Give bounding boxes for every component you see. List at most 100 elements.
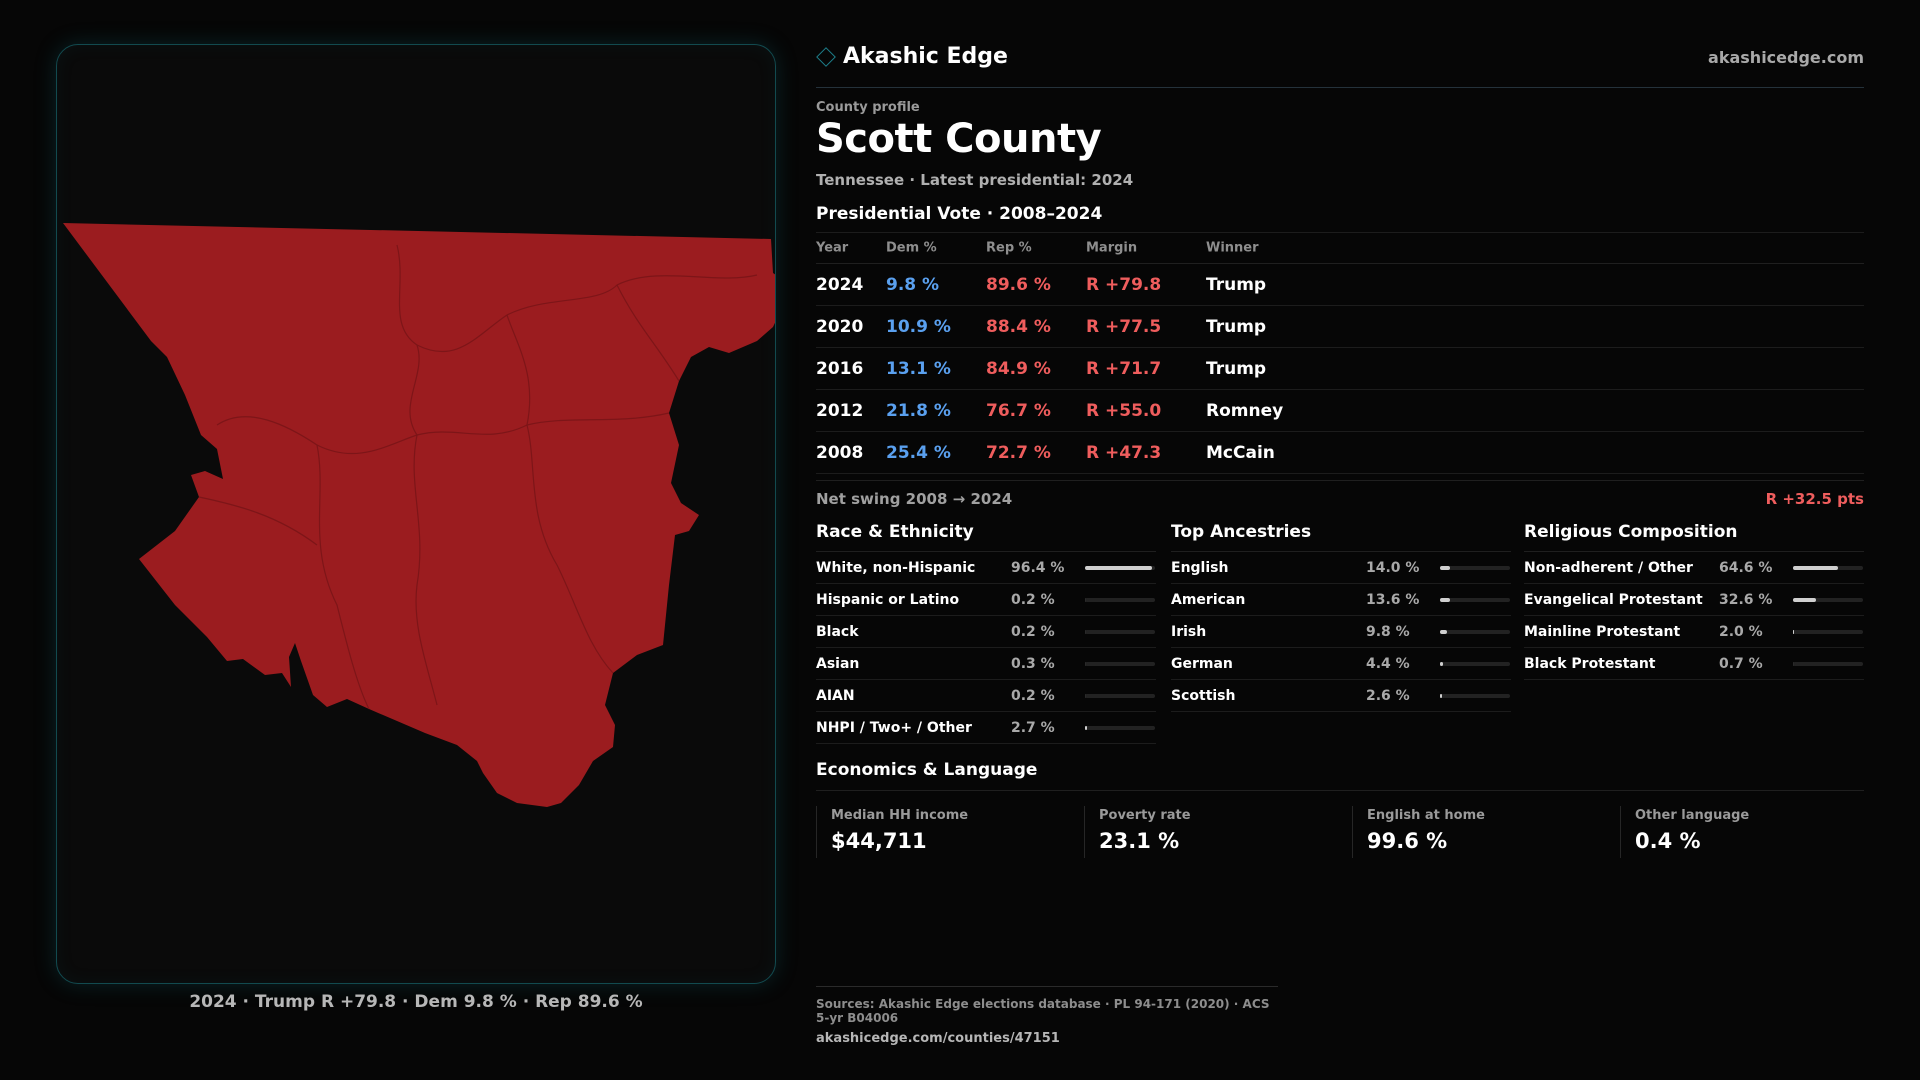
row-rep: 84.9 % [986, 358, 1051, 379]
item-value: 2.7 % [1011, 719, 1055, 736]
share-bar-fill [1440, 694, 1442, 698]
item-label: Irish [1171, 623, 1207, 640]
col-margin: Margin [1086, 240, 1138, 256]
list-item: Hispanic or Latino 0.2 % [816, 584, 1156, 616]
row-margin: R +71.7 [1086, 358, 1162, 379]
ancestries-block: Top Ancestries English 14.0 % American 1… [1171, 522, 1511, 712]
row-winner: Romney [1206, 400, 1284, 421]
item-value: 2.6 % [1366, 687, 1410, 704]
stat-label: Median HH income [831, 808, 969, 823]
share-bar-fill [1085, 598, 1087, 602]
row-rep: 88.4 % [986, 316, 1051, 337]
share-bar [1793, 662, 1863, 666]
share-bar [1440, 694, 1510, 698]
row-winner: Trump [1206, 316, 1267, 337]
race-ethnicity-block: Race & Ethnicity White, non-Hispanic 96.… [816, 522, 1156, 744]
share-bar [1440, 630, 1510, 634]
list-item: German 4.4 % [1171, 648, 1511, 680]
list-item: English 14.0 % [1171, 552, 1511, 584]
col-rep: Rep % [986, 240, 1032, 256]
share-bar [1085, 598, 1155, 602]
item-label: Black [816, 623, 859, 640]
table-row: 2012 21.8 % 76.7 % R +55.0 Romney [816, 390, 1864, 432]
row-dem: 10.9 % [886, 316, 951, 337]
share-bar-fill [1085, 694, 1087, 698]
stat-value: 99.6 % [1367, 829, 1448, 853]
item-label: Asian [816, 655, 860, 672]
item-value: 0.7 % [1719, 655, 1763, 672]
table-row: 2016 13.1 % 84.9 % R +71.7 Trump [816, 348, 1864, 390]
row-dem: 9.8 % [886, 274, 940, 295]
stat-english-at-home: English at home 99.6 % [1352, 806, 1614, 858]
share-bar [1440, 598, 1510, 602]
item-label: Scottish [1171, 687, 1236, 704]
share-bar [1793, 598, 1863, 602]
col-winner: Winner [1206, 240, 1259, 256]
page-title: Scott County [816, 116, 1102, 162]
item-label: White, non-Hispanic [816, 559, 976, 576]
stat-value: 23.1 % [1099, 829, 1180, 853]
source-url-link[interactable]: akashicedge.com/counties/47151 [816, 1031, 1060, 1046]
net-swing: Net swing 2008 → 2024 R +32.5 pts [816, 480, 1864, 518]
list-item: NHPI / Two+ / Other 2.7 % [816, 712, 1156, 744]
list-item: Irish 9.8 % [1171, 616, 1511, 648]
table-row: 2020 10.9 % 88.4 % R +77.5 Trump [816, 306, 1864, 348]
share-bar-fill [1085, 662, 1087, 666]
share-bar-fill [1085, 726, 1087, 730]
share-bar [1085, 726, 1155, 730]
row-winner: Trump [1206, 274, 1267, 295]
share-bar-fill [1793, 566, 1839, 570]
swing-value: R +32.5 pts [1765, 490, 1864, 508]
brand-name: Akashic Edge [843, 44, 1008, 69]
item-value: 0.2 % [1011, 623, 1055, 640]
stat-label: Poverty rate [1099, 808, 1191, 823]
item-label: English [1171, 559, 1229, 576]
row-winner: Trump [1206, 358, 1267, 379]
item-value: 14.0 % [1366, 559, 1420, 576]
sources-text: Sources: Akashic Edge elections database… [816, 997, 1270, 1025]
list-item: AIAN 0.2 % [816, 680, 1156, 712]
row-margin: R +79.8 [1086, 274, 1162, 295]
table-row: 2008 25.4 % 72.7 % R +47.3 McCain [816, 432, 1864, 474]
table-row: 2024 9.8 % 89.6 % R +79.8 Trump [816, 264, 1864, 306]
stat-value: $44,711 [831, 829, 927, 853]
list-item: Scottish 2.6 % [1171, 680, 1511, 712]
row-year: 2024 [816, 274, 864, 295]
share-bar [1085, 662, 1155, 666]
share-bar [1440, 566, 1510, 570]
item-label: AIAN [816, 687, 855, 704]
stat-label: Other language [1635, 808, 1750, 823]
item-value: 32.6 % [1719, 591, 1773, 608]
share-bar-fill [1793, 662, 1795, 666]
brand[interactable]: Akashic Edge [816, 44, 1008, 69]
share-bar [1793, 566, 1863, 570]
stat-other-language: Other language 0.4 % [1620, 806, 1882, 858]
stat-label: English at home [1367, 808, 1485, 823]
col-year: Year [816, 240, 849, 256]
row-dem: 25.4 % [886, 442, 951, 463]
row-year: 2008 [816, 442, 864, 463]
ancestry-heading: Top Ancestries [1171, 522, 1511, 552]
row-rep: 76.7 % [986, 400, 1051, 421]
row-rep: 72.7 % [986, 442, 1051, 463]
item-value: 64.6 % [1719, 559, 1773, 576]
diamond-logo-icon [816, 46, 836, 67]
vote-heading: Presidential Vote · 2008–2024 [816, 204, 1103, 224]
share-bar [1440, 662, 1510, 666]
share-bar [1085, 630, 1155, 634]
item-label: NHPI / Two+ / Other [816, 719, 972, 736]
list-item: American 13.6 % [1171, 584, 1511, 616]
row-year: 2012 [816, 400, 864, 421]
header: Akashic Edge akashicedge.com [816, 42, 1864, 88]
vote-table: Year Dem % Rep % Margin Winner 2024 9.8 … [816, 232, 1864, 474]
list-item: Non-adherent / Other 64.6 % [1524, 552, 1864, 584]
item-value: 0.3 % [1011, 655, 1055, 672]
sources: Sources: Akashic Edge elections database… [816, 986, 1278, 1046]
swing-label: Net swing 2008 → 2024 [816, 490, 1013, 508]
item-label: Black Protestant [1524, 655, 1656, 672]
county-subdivision-lines [198, 244, 758, 710]
site-link[interactable]: akashicedge.com [1708, 48, 1864, 67]
county-map [63, 223, 775, 807]
divider [816, 790, 1864, 791]
item-label: Hispanic or Latino [816, 591, 960, 608]
